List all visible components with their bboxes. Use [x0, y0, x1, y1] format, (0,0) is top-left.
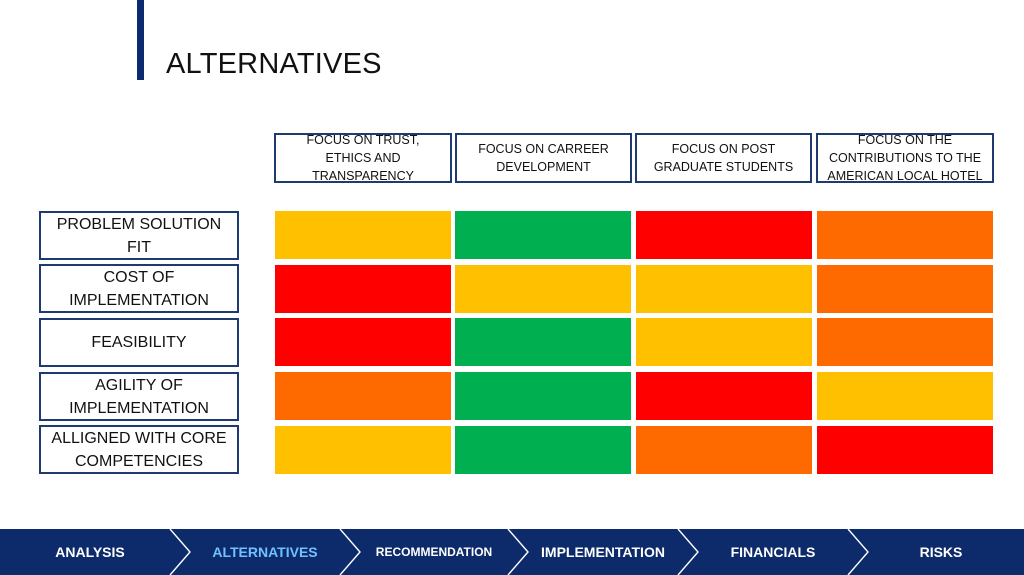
nav-alternatives[interactable]: ALTERNATIVES: [212, 544, 318, 560]
row-label-feasibility: FEASIBILITY: [39, 318, 239, 367]
rating-cell-green: [455, 318, 631, 366]
title-accent-bar: [137, 0, 144, 80]
nav-chevron-separators: [169, 529, 869, 575]
rating-cell-green: [455, 211, 631, 259]
nav-recommendation[interactable]: RECOMMENDATION: [375, 545, 493, 559]
rating-cell-green: [455, 372, 631, 420]
nav-analysis[interactable]: ANALYSIS: [55, 544, 125, 560]
rating-cell-yellow: [275, 426, 451, 474]
bottom-navigation-bar: ANALYSIS ALTERNATIVES RECOMMENDATION IMP…: [0, 529, 1024, 575]
column-header-postgraduate: FOCUS ON POST GRADUATE STUDENTS: [635, 133, 812, 183]
row-label-cost-of-implementation: COST OF IMPLEMENTATION: [39, 264, 239, 313]
rating-cell-yellow: [636, 318, 812, 366]
rating-cell-red: [636, 211, 812, 259]
row-label-problem-solution-fit: PROBLEM SOLUTION FIT: [39, 211, 239, 260]
rating-cell-green: [455, 426, 631, 474]
slide-title: ALTERNATIVES: [166, 48, 382, 80]
column-header-career: FOCUS ON CARREER DEVELOPMENT: [455, 133, 632, 183]
nav-implementation[interactable]: IMPLEMENTATION: [541, 544, 665, 560]
rating-cell-yellow: [275, 211, 451, 259]
rating-cell-orange: [817, 318, 993, 366]
column-header-local-hotel: FOCUS ON THE CONTRIBUTIONS TO THE AMERIC…: [816, 133, 994, 183]
rating-cell-orange: [636, 426, 812, 474]
nav-risks[interactable]: RISKS: [919, 544, 963, 560]
rating-cell-red: [636, 372, 812, 420]
rating-cell-yellow: [636, 265, 812, 313]
rating-cell-orange: [275, 372, 451, 420]
rating-cell-yellow: [817, 372, 993, 420]
column-header-trust: FOCUS ON TRUST, ETHICS AND TRANSPARENCY: [274, 133, 452, 183]
rating-cell-red: [275, 318, 451, 366]
rating-cell-red: [817, 426, 993, 474]
nav-financials[interactable]: FINANCIALS: [730, 544, 816, 560]
rating-cell-orange: [817, 211, 993, 259]
rating-cell-red: [275, 265, 451, 313]
row-label-agility-of-implementation: AGILITY OF IMPLEMENTATION: [39, 372, 239, 421]
rating-cell-orange: [817, 265, 993, 313]
row-label-core-competencies: ALLIGNED WITH CORE COMPETENCIES: [39, 425, 239, 474]
rating-cell-yellow: [455, 265, 631, 313]
